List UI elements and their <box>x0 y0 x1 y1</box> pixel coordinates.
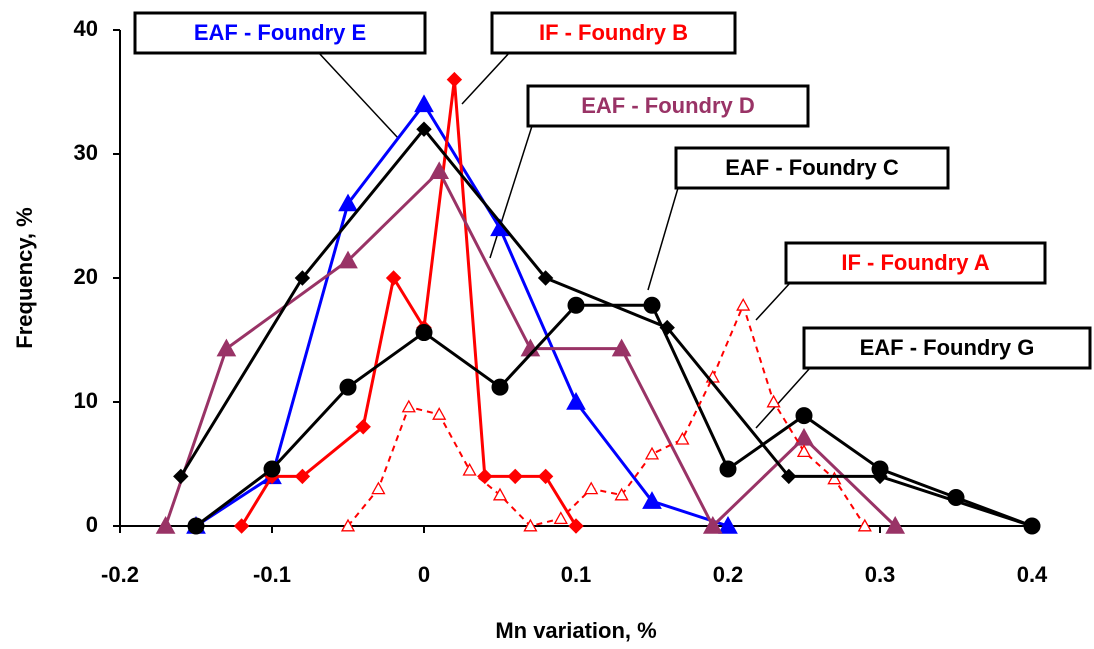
x-tick-label: 0.4 <box>1017 562 1048 587</box>
point <box>857 518 872 532</box>
point <box>492 487 508 501</box>
point <box>416 121 432 137</box>
point <box>566 391 586 410</box>
x-tick-label: 0.3 <box>865 562 896 587</box>
point <box>263 460 281 478</box>
point <box>294 468 311 485</box>
point <box>568 518 584 534</box>
legend-box <box>133 11 427 55</box>
series-line <box>179 126 1033 528</box>
point <box>173 468 189 485</box>
legend-label: EAF - Foundry G <box>860 335 1035 360</box>
point <box>491 378 509 396</box>
point <box>233 518 250 534</box>
point <box>340 518 356 532</box>
point <box>339 378 357 396</box>
point <box>401 399 416 413</box>
point <box>414 94 434 113</box>
point <box>736 297 751 311</box>
point <box>675 431 690 445</box>
point <box>338 250 358 269</box>
point <box>446 71 463 88</box>
point <box>719 460 737 478</box>
point <box>1024 518 1040 534</box>
point <box>216 338 237 357</box>
point <box>187 517 205 535</box>
series-line <box>347 302 866 528</box>
y-tick-label: 10 <box>74 388 98 413</box>
point <box>415 324 433 342</box>
y-tick-label: 30 <box>74 140 98 165</box>
legend-label: IF - Foundry B <box>539 20 688 45</box>
point <box>796 444 812 458</box>
legend-label: EAF - Foundry C <box>725 155 899 180</box>
point <box>584 481 599 495</box>
point <box>553 511 568 525</box>
point <box>371 481 386 495</box>
point <box>523 518 538 532</box>
point <box>885 515 906 534</box>
point <box>155 515 176 534</box>
legend-label: EAF - Foundry E <box>194 20 366 45</box>
point <box>642 491 662 509</box>
point <box>614 487 629 501</box>
x-tick-label: -0.1 <box>253 562 291 587</box>
point <box>355 419 371 435</box>
point <box>718 515 738 534</box>
point <box>611 338 632 357</box>
point <box>385 270 402 286</box>
point <box>294 270 311 286</box>
legend-box <box>526 84 810 128</box>
point <box>827 471 842 485</box>
point <box>537 468 554 485</box>
y-tick-label: 40 <box>74 16 98 41</box>
point <box>429 161 450 180</box>
point <box>794 427 814 446</box>
x-tick-label: 0.2 <box>713 562 744 587</box>
legend-label: IF - Foundry A <box>841 250 989 275</box>
y-tick-label: 0 <box>86 512 98 537</box>
legend-box <box>674 146 950 190</box>
point <box>644 446 660 460</box>
point <box>567 296 585 314</box>
legend-box <box>490 11 737 55</box>
point <box>432 407 447 420</box>
point <box>477 468 493 485</box>
legend-box <box>802 326 1092 370</box>
point <box>462 462 477 476</box>
point <box>643 296 661 314</box>
x-tick-label: -0.2 <box>101 562 139 587</box>
y-tick-label: 20 <box>74 264 98 289</box>
point <box>781 468 797 485</box>
point <box>537 270 554 286</box>
x-axis-title: Mn variation, % <box>495 618 656 643</box>
legend-label: EAF - Foundry D <box>581 93 755 118</box>
point <box>766 394 781 408</box>
point <box>795 407 813 425</box>
point <box>507 468 523 485</box>
legend-box <box>784 241 1047 285</box>
y-axis-title: Frequency, % <box>12 207 37 348</box>
x-tick-label: 0.1 <box>561 562 592 587</box>
x-tick-label: 0 <box>418 562 430 587</box>
point <box>702 515 723 534</box>
point <box>872 468 888 485</box>
point <box>659 319 675 336</box>
point <box>338 193 358 212</box>
